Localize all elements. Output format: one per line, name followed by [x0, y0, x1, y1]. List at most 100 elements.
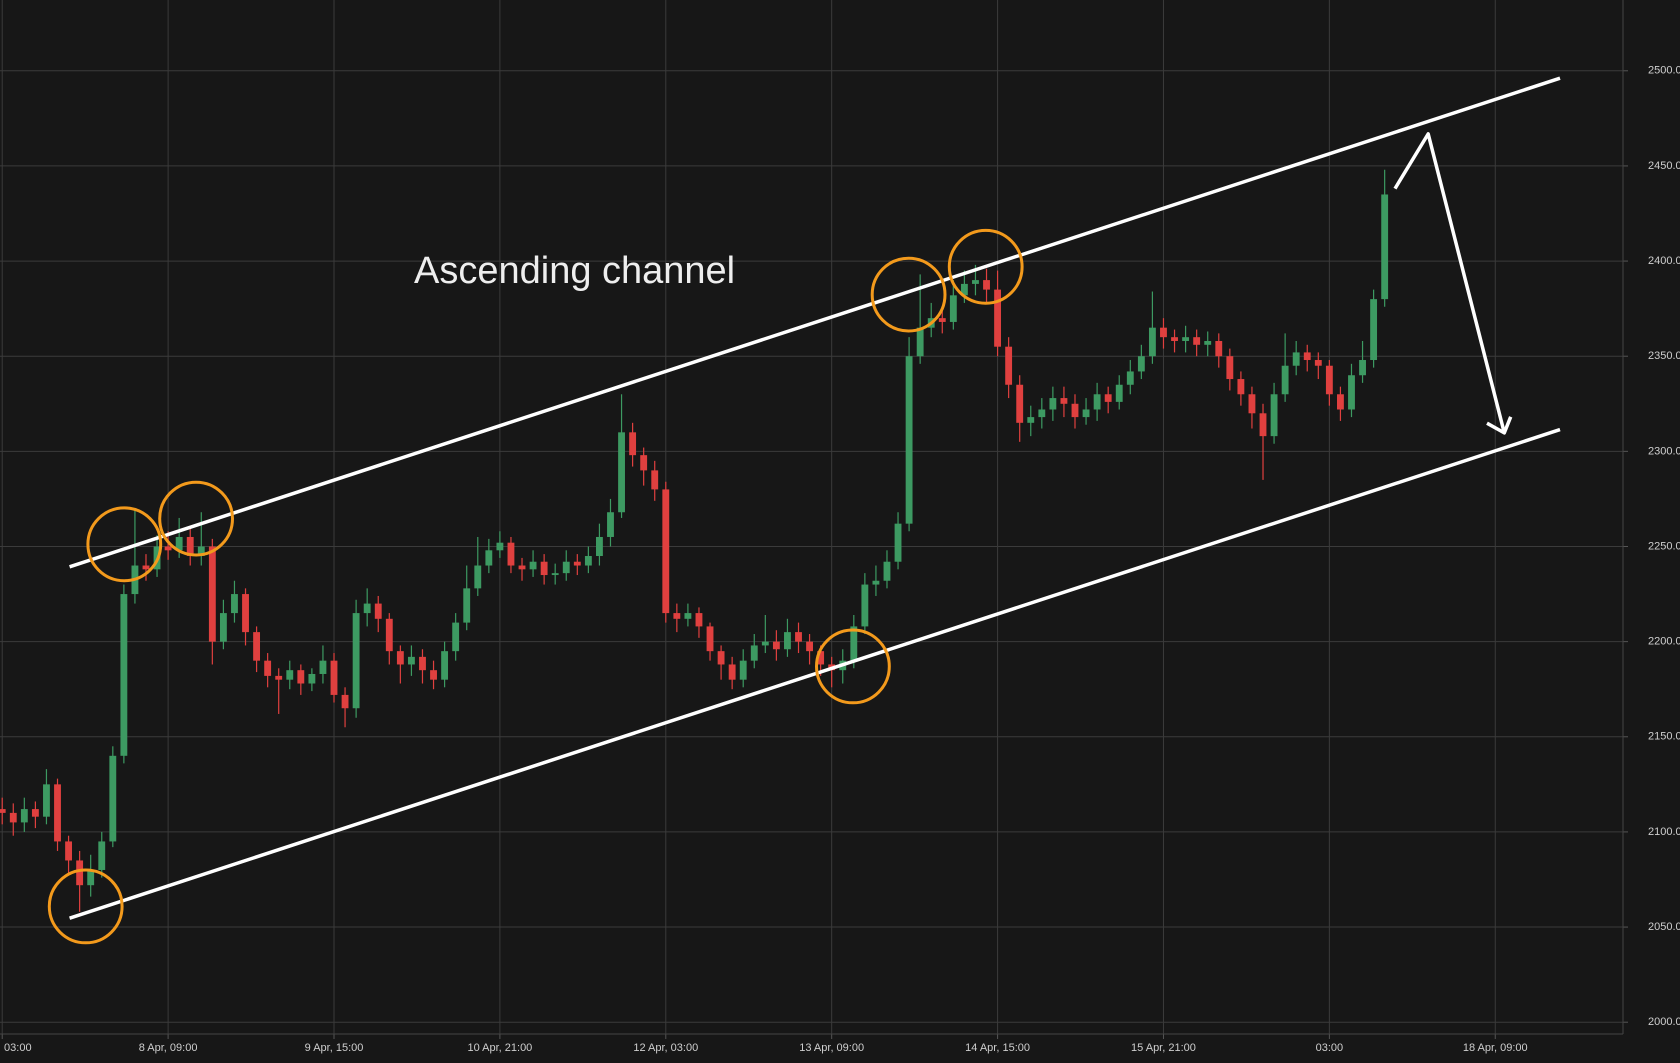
- candle-body: [850, 626, 858, 661]
- candle-body: [529, 561, 537, 570]
- candle-body: [872, 580, 880, 585]
- candle-body: [385, 618, 393, 652]
- arrow-head: [1486, 416, 1513, 435]
- drawings: [47, 76, 1561, 945]
- candle-body: [651, 470, 659, 490]
- candle-body: [186, 536, 194, 557]
- candle-body: [0, 809, 6, 813]
- candle-body: [164, 546, 172, 551]
- candle-body: [861, 584, 869, 627]
- candle-body: [1060, 398, 1068, 404]
- candle-body: [507, 542, 515, 566]
- x-tick-label: 14 Apr, 15:00: [965, 1042, 1030, 1054]
- candle-body: [1126, 371, 1134, 385]
- candle-body: [817, 651, 825, 665]
- candle-body: [806, 641, 813, 652]
- candle-body: [540, 561, 548, 576]
- x-tick-label: 12 Apr, 03:00: [633, 1042, 698, 1054]
- x-tick-label: 18 Apr, 09:00: [1463, 1042, 1528, 1054]
- candle-body: [87, 869, 95, 886]
- candle-body: [1182, 337, 1190, 341]
- candle-body: [452, 622, 460, 652]
- candle-body: [352, 613, 360, 709]
- touch-circle: [870, 256, 947, 333]
- candle-body: [98, 841, 106, 870]
- annotation: Ascending channel: [414, 250, 735, 292]
- candle-body: [750, 645, 758, 661]
- candle-body: [938, 318, 946, 322]
- channel-lower: [69, 427, 1561, 920]
- candle-body: [54, 784, 61, 842]
- x-tick-label: 9 Apr, 15:00: [305, 1042, 364, 1054]
- candle-body: [1226, 356, 1234, 380]
- candle-body: [275, 675, 283, 680]
- candle-body: [772, 641, 780, 650]
- candle-body: [219, 613, 227, 642]
- candle-body: [894, 523, 902, 562]
- y-tick-label: 2400.00: [1648, 255, 1680, 267]
- candle-body: [883, 561, 891, 581]
- candle-body: [430, 670, 437, 680]
- candle-body: [1281, 365, 1289, 395]
- candle-body: [308, 673, 316, 684]
- candle-body: [1137, 356, 1145, 372]
- candle-body: [1071, 403, 1079, 418]
- candle-body: [286, 670, 294, 680]
- candle-body: [1049, 398, 1057, 410]
- candle-body: [330, 660, 338, 695]
- candle-body: [485, 550, 493, 566]
- candle-body: [618, 432, 625, 513]
- touch-circle: [947, 228, 1024, 305]
- y-tick-label: 2350.00: [1648, 350, 1680, 362]
- candle-body: [109, 755, 117, 842]
- candle-body: [584, 556, 592, 566]
- candle-body: [784, 632, 791, 650]
- candle-body: [1148, 327, 1156, 357]
- x-tick-label: 7 Apr, 03:00: [0, 1042, 32, 1054]
- candle-body: [1270, 394, 1278, 437]
- candle-body: [795, 632, 802, 642]
- candle-body: [983, 280, 990, 290]
- candle-body: [407, 656, 415, 665]
- x-tick-label: 13 Apr, 09:00: [799, 1042, 864, 1054]
- candle-body: [1038, 409, 1046, 418]
- channel-upper: [69, 76, 1561, 569]
- candle-body: [994, 289, 1002, 347]
- forecast-arrow: [1393, 132, 1506, 434]
- candle-body: [1204, 340, 1212, 345]
- candle-body: [1359, 360, 1366, 376]
- candle-body: [253, 632, 261, 661]
- candle-body: [1171, 337, 1178, 341]
- candle-body: [65, 841, 72, 861]
- candle-body: [518, 565, 526, 570]
- candle-body: [673, 613, 681, 619]
- candle-body: [1027, 417, 1035, 423]
- y-tick-label: 2100.00: [1648, 826, 1680, 838]
- candle-body: [363, 603, 371, 614]
- candle-body: [1314, 360, 1322, 366]
- candle-body: [1193, 337, 1201, 345]
- candle-body: [264, 660, 272, 676]
- candle-body: [739, 660, 747, 680]
- candle-body: [76, 860, 84, 886]
- candle-body: [1237, 379, 1245, 395]
- candle-body: [20, 809, 28, 823]
- x-tick-label: 10 Apr, 21:00: [467, 1042, 532, 1054]
- candle-body: [297, 670, 305, 684]
- candle-body: [208, 546, 216, 642]
- candle-body: [949, 295, 957, 322]
- candle-body: [728, 664, 736, 680]
- candle-body: [1292, 352, 1300, 366]
- candle-body: [9, 812, 17, 823]
- candle-body: [761, 641, 769, 646]
- candle-body: [43, 784, 50, 817]
- candle-body: [1248, 394, 1256, 414]
- candle-body: [662, 489, 670, 614]
- candle-body: [1093, 394, 1101, 410]
- candle-body: [551, 573, 559, 576]
- candle-body: [231, 594, 238, 614]
- candle-body: [684, 613, 692, 619]
- candle-body: [573, 561, 581, 566]
